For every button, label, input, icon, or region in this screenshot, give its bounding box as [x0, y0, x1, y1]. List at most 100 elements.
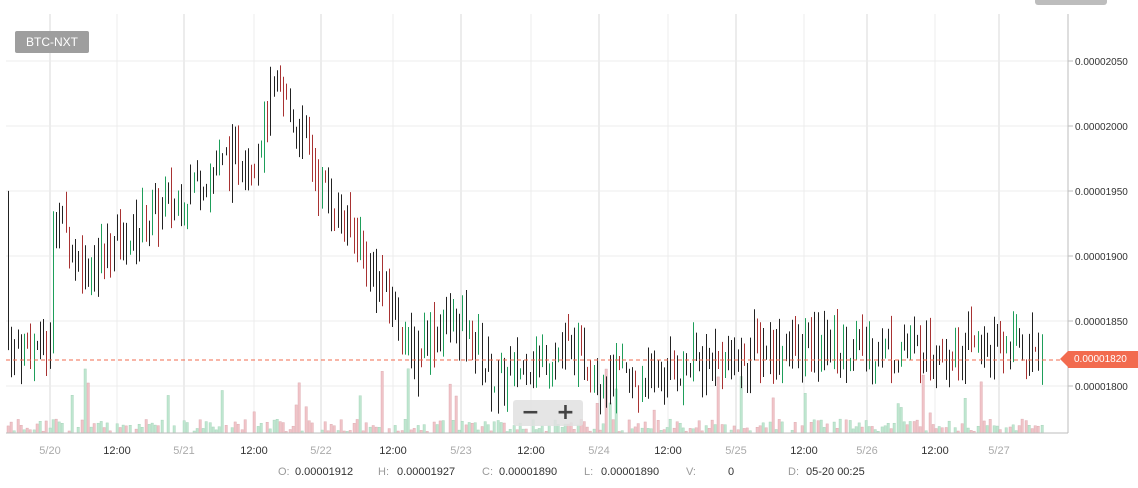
volume-bar — [595, 403, 599, 434]
volume-bar — [137, 424, 141, 434]
volume-bar — [204, 421, 208, 434]
volume-bar — [44, 420, 48, 434]
volume-bar — [995, 425, 999, 434]
volume-bar — [502, 422, 506, 434]
volume-bar — [755, 427, 759, 434]
volume-label: V: — [686, 466, 696, 478]
high-value: 0.00001927 — [397, 466, 456, 478]
volume-bar — [307, 420, 311, 434]
volume-bar — [441, 420, 445, 434]
volume-bar — [172, 425, 176, 434]
volume-bars — [6, 368, 1044, 434]
volume-bar — [211, 426, 215, 434]
ticker-badge: BTC-NXT — [15, 31, 89, 53]
volume-bar — [854, 426, 858, 434]
date-label: D: — [788, 466, 799, 478]
volume-bar — [435, 424, 439, 434]
ohlc-bars — [8, 65, 1043, 415]
volume-bar — [761, 422, 765, 434]
volume-bar — [230, 427, 234, 434]
volume-bar — [25, 427, 29, 434]
volume-bar — [691, 428, 695, 434]
y-tick-label: 0.00002000 — [1075, 122, 1128, 133]
x-tick-label: 5/22 — [310, 445, 331, 457]
volume-bar — [377, 427, 381, 434]
volume-bar — [537, 428, 541, 434]
volume-bar — [675, 421, 679, 434]
volume-bar — [512, 425, 516, 434]
volume-bar — [480, 426, 484, 434]
volume-bar — [364, 422, 368, 434]
volume-bar — [985, 425, 989, 434]
volume-bar — [89, 426, 93, 434]
volume-bar — [438, 420, 442, 434]
volume-bar — [467, 422, 471, 434]
volume-bar — [697, 420, 701, 434]
volume-bar — [140, 427, 144, 434]
volume-bar — [118, 427, 122, 434]
volume-bar — [780, 421, 784, 434]
volume-bar — [412, 428, 416, 434]
volume-bar — [560, 427, 564, 434]
volume-bar — [838, 418, 842, 434]
volume-bar — [649, 428, 653, 434]
volume-bar — [35, 423, 39, 434]
volume-bar — [99, 421, 103, 434]
volume-bar — [982, 420, 986, 434]
volume-bar — [822, 427, 826, 434]
volume-bar — [819, 419, 823, 434]
x-tick-label: 12:00 — [654, 445, 682, 457]
volume-bar — [524, 428, 528, 434]
volume-bar — [899, 407, 903, 434]
volume-bar — [812, 419, 816, 434]
volume-bar — [665, 427, 669, 434]
volume-bar — [368, 426, 372, 434]
x-tick-label: 5/21 — [173, 445, 194, 457]
volume-bar — [358, 395, 362, 434]
volume-bar — [92, 423, 96, 434]
volume-bar — [201, 428, 205, 434]
volume-bar — [220, 390, 224, 434]
volume-bar — [371, 425, 375, 434]
ohlc-readout: O: 0.00001912 H: 0.00001927 C: 0.0000189… — [0, 463, 1138, 481]
volume-bar — [515, 429, 519, 434]
volume-bar — [912, 421, 916, 434]
volume-bar — [332, 425, 336, 434]
volume-bar — [857, 422, 861, 434]
volume-bar — [121, 424, 125, 434]
close-value: 0.00001890 — [499, 466, 558, 478]
volume-bar — [800, 425, 804, 434]
volume-bar — [387, 428, 391, 434]
volume-bar — [953, 427, 957, 434]
volume-bar — [944, 427, 948, 434]
volume-bar — [771, 397, 775, 434]
volume-bar — [185, 422, 189, 434]
volume-bar — [723, 424, 727, 434]
x-tick-label: 5/27 — [988, 445, 1009, 457]
volume-bar — [576, 424, 580, 434]
volume-bar — [940, 427, 944, 434]
zoom-out-button[interactable]: − — [513, 400, 548, 426]
zoom-in-button[interactable]: + — [548, 400, 583, 426]
x-tick-label: 12:00 — [790, 445, 818, 457]
volume-bar — [979, 381, 983, 434]
volume-bar — [508, 428, 512, 434]
volume-bar — [294, 404, 298, 434]
volume-bar — [208, 422, 212, 434]
volume-bar — [1024, 420, 1028, 434]
x-tick-label: 12:00 — [921, 445, 949, 457]
volume-bar — [422, 424, 426, 434]
volume-bar — [540, 425, 544, 434]
x-tick-label: 5/25 — [725, 445, 746, 457]
volume-bar — [329, 424, 333, 434]
volume-bar — [627, 419, 631, 434]
volume-bar — [48, 427, 52, 434]
top-menu-button[interactable] — [1035, 0, 1107, 5]
current-price-tag: 0.00001820 — [1060, 351, 1138, 368]
volume-bar — [70, 395, 74, 434]
volume-bar — [1008, 426, 1012, 434]
volume-bar — [339, 419, 343, 434]
y-tick-label: 0.00001950 — [1075, 187, 1128, 198]
volume-bar — [937, 426, 941, 434]
